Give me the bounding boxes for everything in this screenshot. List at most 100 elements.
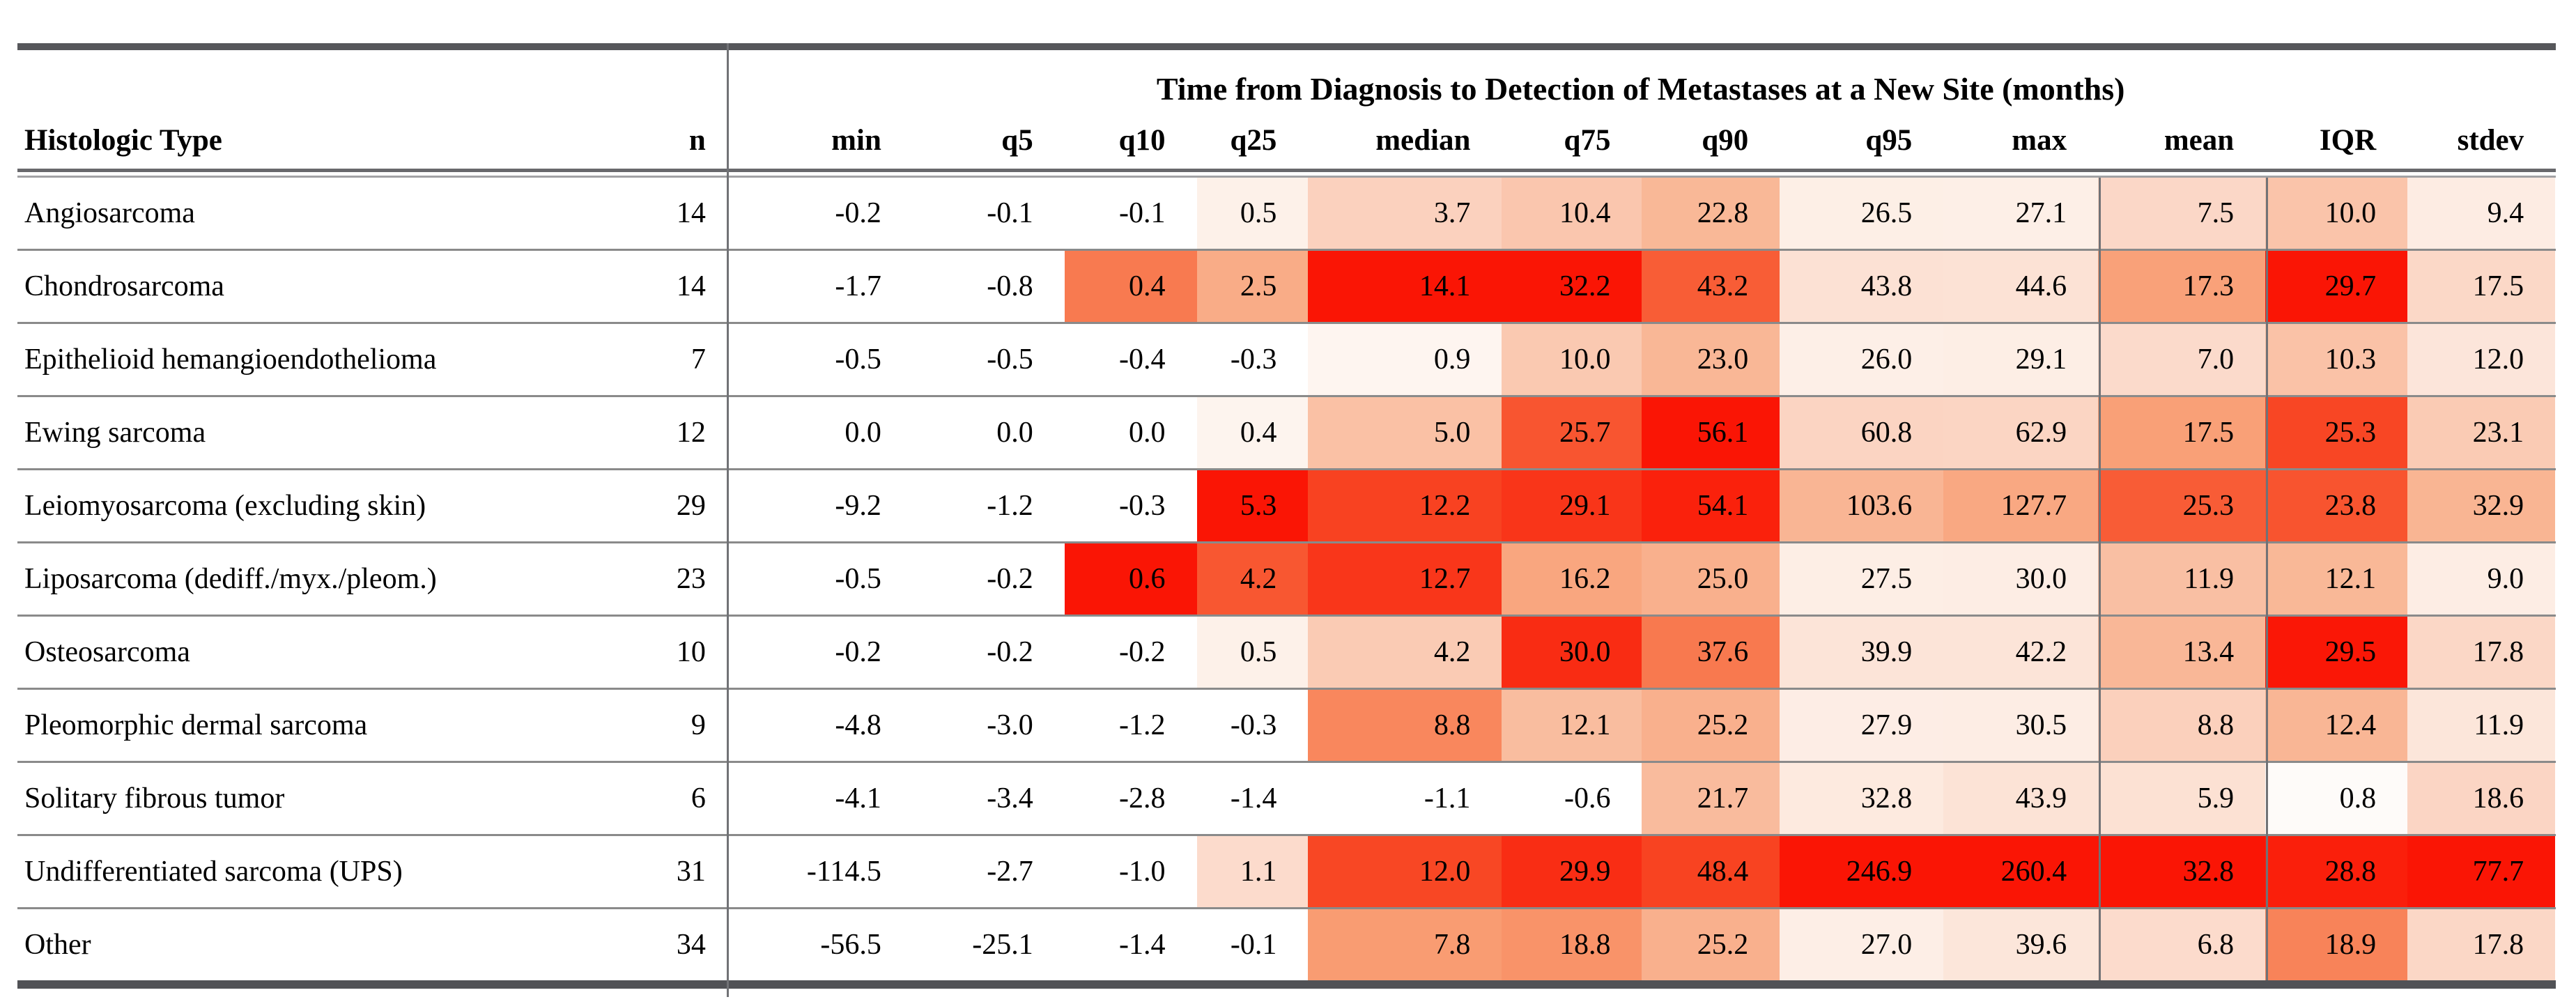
stat-cell-max: 42.2 [1943,617,2099,688]
stat-cell-iqr: 18.9 [2265,909,2408,980]
stat-cell-stdev: 17.8 [2407,909,2556,980]
stat-cell-median: 12.2 [1308,470,1502,541]
stat-cell-min: -56.5 [726,909,913,980]
stat-cell-q25: 0.4 [1196,397,1309,468]
stat-cell-iqr: 25.3 [2265,397,2408,468]
stat-cell-q95: 32.8 [1780,763,1944,834]
stat-cell-q25: 1.1 [1196,836,1309,907]
table-row: Chondrosarcoma 14 -1.7 -0.8 0.4 2.5 14.1 32.2 43… [17,251,2556,322]
stat-cell-q5: -1.2 [912,470,1065,541]
n-cell: 29 [676,490,706,522]
stat-cell-median: -1.1 [1308,763,1502,834]
vertical-rule-before-iqr [2266,178,2268,980]
stat-cell-stdev: 9.4 [2407,178,2556,249]
stat-cell-q75: 32.2 [1502,251,1642,322]
stat-cell-stdev: 32.9 [2407,470,2556,541]
table-body: Angiosarcoma 14 -0.2 -0.1 -0.1 0.5 3.7 10.4 22.8… [17,178,2556,980]
stat-cell-min: 0.0 [726,397,913,468]
stat-cell-q75: 18.8 [1502,909,1642,980]
stat-cell-iqr: 10.3 [2265,324,2408,395]
stat-cell-median: 8.8 [1308,690,1502,761]
stat-cell-min: -0.5 [726,543,913,615]
stat-cell-q10: -1.2 [1064,690,1197,761]
stat-cell-q25: 2.5 [1196,251,1309,322]
stat-cell-q95: 246.9 [1780,836,1944,907]
stat-cell-q75: 25.7 [1502,397,1642,468]
stat-cell-q95: 26.0 [1780,324,1944,395]
stat-cell-max: 30.0 [1943,543,2099,615]
stat-cell-mean: 11.9 [2098,543,2266,615]
column-header-q90: q90 [1702,124,1749,157]
table-header: Time from Diagnosis to Detection of Meta… [17,50,2556,169]
table-row: Leiomyosarcoma (excluding skin) 29 -9.2 -1.… [17,470,2556,541]
stat-cell-median: 12.0 [1308,836,1502,907]
stat-cell-max: 27.1 [1943,178,2099,249]
stat-cell-iqr: 12.1 [2265,543,2408,615]
stat-cell-mean: 25.3 [2098,470,2266,541]
stat-cell-max: 29.1 [1943,324,2099,395]
n-cell: 7 [691,343,706,376]
stat-cell-q5: -3.4 [912,763,1065,834]
stat-cell-q75: 16.2 [1502,543,1642,615]
stat-cell-q10: -0.3 [1064,470,1197,541]
histologic-type-cell: Chondrosarcoma [24,270,224,302]
header-separator-rule [17,169,2556,178]
stat-cell-q95: 39.9 [1780,617,1944,688]
stat-cell-stdev: 12.0 [2407,324,2556,395]
stat-cell-min: -0.5 [726,324,913,395]
table-row: Ewing sarcoma 12 0.0 0.0 0.0 0.4 5.0 25.7 56.1 60… [17,397,2556,468]
stat-cell-q10: -0.2 [1064,617,1197,688]
stat-cell-q75: 12.1 [1502,690,1642,761]
stat-cell-q25: -1.4 [1196,763,1309,834]
stat-cell-q75: 30.0 [1502,617,1642,688]
table-row: Liposarcoma (dediff./myx./pleom.) 23 -0.5-… [17,543,2556,615]
stat-cell-median: 7.8 [1308,909,1502,980]
stat-cell-q95: 27.5 [1780,543,1944,615]
stat-cell-q5: -0.5 [912,324,1065,395]
table-title: Time from Diagnosis to Detection of Meta… [1156,71,2125,107]
stat-cell-q95: 27.9 [1780,690,1944,761]
column-header-mean: mean [2164,124,2235,157]
column-header-q95: q95 [1865,124,1913,157]
stat-cell-min: -4.1 [726,763,913,834]
stat-cell-mean: 13.4 [2098,617,2266,688]
stat-cell-q25: 5.3 [1196,470,1309,541]
stat-cell-max: 30.5 [1943,690,2099,761]
statistics-table: Time from Diagnosis to Detection of Meta… [17,43,2556,989]
histologic-type-cell: Epithelioid hemangioendothelioma [24,343,437,376]
stat-cell-stdev: 18.6 [2407,763,2556,834]
histologic-type-cell: Leiomyosarcoma (excluding skin) [24,490,426,522]
n-cell: 10 [676,636,706,668]
stat-cell-median: 12.7 [1308,543,1502,615]
row-separator-rule [17,761,2556,763]
column-header-min: min [831,124,881,157]
stat-cell-q90: 23.0 [1642,324,1780,395]
column-header-q75: q75 [1564,124,1611,157]
column-header-n: n [688,124,706,157]
row-separator-rule [17,541,2556,543]
row-separator-rule [17,395,2556,397]
stat-cell-iqr: 12.4 [2265,690,2408,761]
stat-cell-q90: 43.2 [1642,251,1780,322]
histologic-type-cell: Angiosarcoma [24,197,195,229]
stat-cell-q5: -2.7 [912,836,1065,907]
row-separator-rule [17,615,2556,617]
column-header-median: median [1375,124,1471,157]
stat-cell-q5: -25.1 [912,909,1065,980]
stat-cell-q25: -0.3 [1196,690,1309,761]
n-cell: 34 [676,929,706,961]
column-header-stdev: stdev [2457,124,2524,157]
stat-cell-iqr: 23.8 [2265,470,2408,541]
stat-cell-max: 43.9 [1943,763,2099,834]
stat-cell-q25: -0.3 [1196,324,1309,395]
stat-cell-max: 62.9 [1943,397,2099,468]
histologic-type-cell: Ewing sarcoma [24,417,206,449]
stat-cell-max: 260.4 [1943,836,2099,907]
stat-cell-mean: 17.3 [2098,251,2266,322]
stat-cell-q10: -1.0 [1064,836,1197,907]
histologic-type-cell: Solitary fibrous tumor [24,782,285,814]
stat-cell-mean: 8.8 [2098,690,2266,761]
stat-cell-q90: 25.2 [1642,909,1780,980]
stat-cell-q25: 0.5 [1196,178,1309,249]
